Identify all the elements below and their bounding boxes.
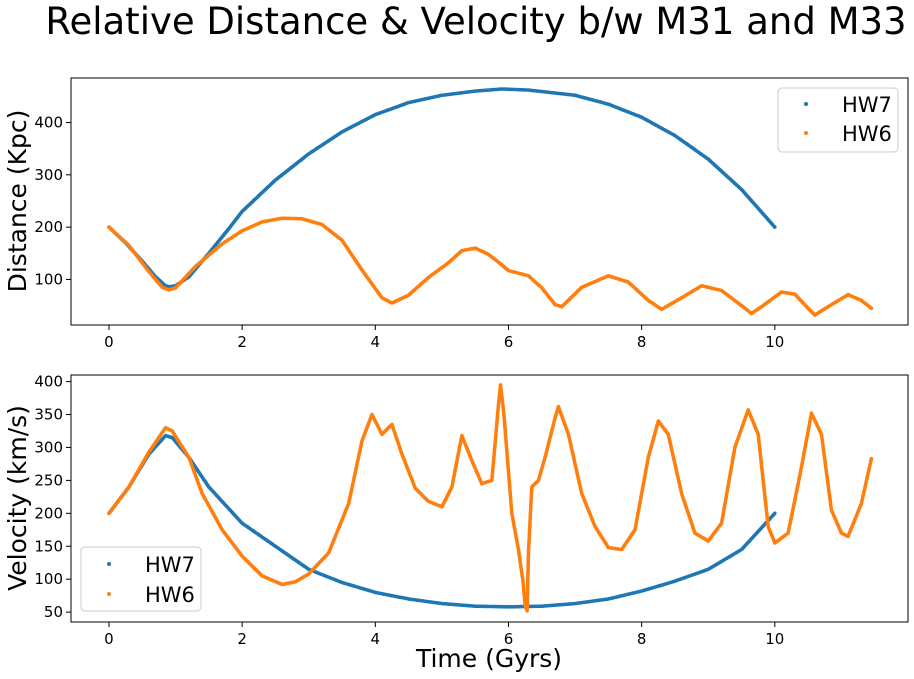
velocity-x-ticks: 0 2 4 6 8 10: [104, 622, 784, 648]
velocity-x-tick-label: 2: [237, 630, 247, 648]
velocity-x-tick-label: 4: [371, 630, 381, 648]
velocity-y-tick-label: 250: [34, 471, 63, 489]
distance-x-ticks: 0 2 4 6 8 10: [104, 325, 784, 351]
distance-subplot: 0 2 4 6 8 10 100 200 300 400 Distance (Kpc) HW7 …: [3, 77, 909, 351]
velocity-y-tick-label: 400: [34, 373, 63, 391]
velocity-marker-hw6: [869, 456, 874, 461]
distance-legend-marker-hw7: [804, 102, 808, 106]
distance-legend-marker-hw6: [804, 131, 808, 135]
distance-markers: [107, 87, 874, 317]
distance-y-tick-label: 400: [34, 113, 63, 131]
distance-marker-hw7: [773, 225, 777, 229]
distance-legend-label-hw6: HW6: [842, 122, 892, 146]
distance-x-tick-label: 4: [371, 333, 381, 351]
velocity-y-tick-label: 100: [34, 570, 63, 588]
velocity-plot-frame: [70, 374, 909, 623]
velocity-subplot: 0 2 4 6 8 10 50 100 150 200 250 300 350 400 Velocity…: [3, 373, 909, 673]
velocity-y-tick-label: 350: [34, 406, 63, 424]
distance-x-tick-label: 0: [104, 333, 114, 351]
distance-x-tick-label: 10: [765, 333, 784, 351]
velocity-markers: [107, 383, 874, 613]
distance-y-tick-label: 100: [34, 270, 63, 288]
distance-y-axis-label: Distance (Kpc): [3, 110, 32, 293]
figure-title: Relative Distance & Velocity b/w M31 and…: [45, 0, 906, 43]
velocity-y-axis-label: Velocity (km/s): [3, 405, 32, 591]
velocity-x-tick-label: 0: [104, 630, 114, 648]
velocity-y-tick-label: 50: [44, 603, 63, 621]
distance-y-tick-label: 300: [34, 166, 63, 184]
velocity-y-tick-label: 150: [34, 537, 63, 555]
distance-marker-hw6: [869, 306, 874, 311]
velocity-legend: HW7 HW6: [80, 546, 202, 612]
velocity-y-tick-label: 300: [34, 438, 63, 456]
velocity-marker-hw7: [773, 511, 777, 516]
velocity-x-tick-label: 8: [637, 630, 647, 648]
distance-legend: HW7 HW6: [777, 87, 899, 153]
velocity-x-tick-label: 6: [504, 630, 514, 648]
distance-x-tick-label: 8: [637, 333, 647, 351]
distance-x-tick-label: 6: [504, 333, 514, 351]
velocity-legend-marker-hw6: [107, 592, 111, 596]
velocity-legend-box: [80, 546, 202, 612]
velocity-y-tick-label: 200: [34, 504, 63, 522]
distance-plot-frame: [70, 77, 909, 326]
distance-y-tick-label: 200: [34, 218, 63, 236]
velocity-x-tick-label: 10: [765, 630, 784, 648]
velocity-x-axis-label: Time (Gyrs): [415, 644, 562, 673]
velocity-legend-label-hw7: HW7: [145, 553, 195, 577]
velocity-legend-marker-hw7: [107, 562, 111, 566]
distance-x-tick-label: 2: [237, 333, 247, 351]
velocity-legend-label-hw6: HW6: [145, 583, 195, 607]
distance-y-ticks: 100 200 300 400: [34, 113, 71, 288]
distance-legend-label-hw7: HW7: [842, 93, 892, 117]
velocity-y-ticks: 50 100 150 200 250 300 350 400: [34, 373, 71, 621]
